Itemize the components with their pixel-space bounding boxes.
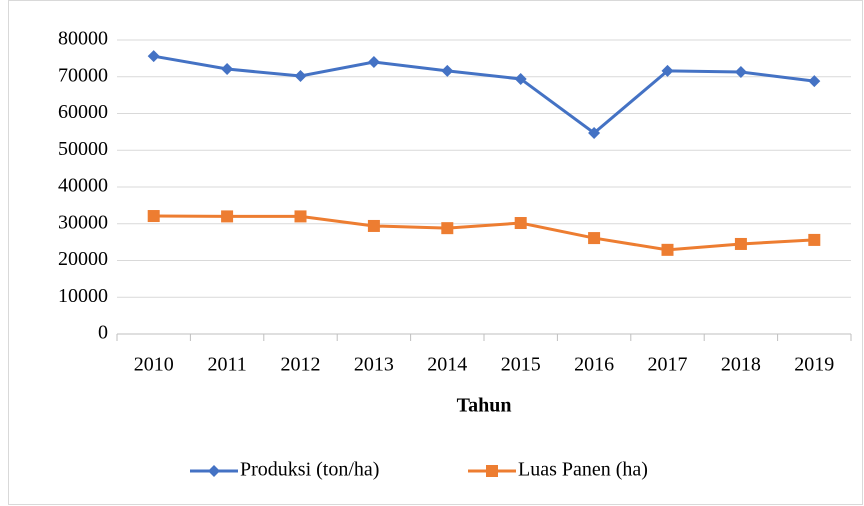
x-tick-label: 2016 xyxy=(574,354,614,376)
data-point xyxy=(514,72,527,85)
x-tick-label: 2013 xyxy=(354,354,394,376)
data-point xyxy=(441,64,454,77)
y-tick-label: 20000 xyxy=(58,248,108,270)
y-tick-label: 70000 xyxy=(58,64,108,86)
data-point xyxy=(588,232,601,245)
data-point xyxy=(588,126,601,139)
y-tick-label: 30000 xyxy=(58,211,108,233)
data-point xyxy=(661,64,674,77)
x-tick-label: 2015 xyxy=(501,354,541,376)
x-tick-label: 2012 xyxy=(281,354,321,376)
data-point xyxy=(808,233,821,246)
legend-label: Luas Panen (ha) xyxy=(518,459,648,481)
data-point xyxy=(367,219,380,232)
data-point xyxy=(147,210,160,223)
data-point xyxy=(734,65,747,78)
data-point xyxy=(221,210,234,223)
data-point xyxy=(147,50,160,63)
y-tick-label: 40000 xyxy=(58,175,108,197)
data-point xyxy=(441,222,454,235)
y-tick-label: 0 xyxy=(98,322,108,344)
data-point xyxy=(221,63,234,76)
chart-border xyxy=(8,0,863,505)
data-point xyxy=(367,56,380,69)
series-line xyxy=(153,54,815,135)
data-point xyxy=(514,217,527,230)
x-tick-label: 2018 xyxy=(721,354,761,376)
series-line xyxy=(153,214,815,252)
data-point xyxy=(294,210,307,223)
x-tick-label: 2019 xyxy=(794,354,834,376)
legend-label: Produksi (ton/ha) xyxy=(240,459,379,481)
x-tick-label: 2014 xyxy=(427,354,467,376)
data-point xyxy=(294,70,307,83)
x-axis-label: Tahun xyxy=(457,395,512,417)
y-tick-label: 60000 xyxy=(58,101,108,123)
data-point xyxy=(661,243,674,256)
y-tick-label: 10000 xyxy=(58,285,108,307)
x-tick-label: 2010 xyxy=(134,354,174,376)
legend-marker xyxy=(208,465,220,477)
x-tick-label: 2017 xyxy=(648,354,688,376)
data-point xyxy=(734,237,747,250)
data-point xyxy=(808,75,821,88)
legend-marker xyxy=(486,465,498,477)
x-tick-label: 2011 xyxy=(207,354,246,376)
y-tick-label: 80000 xyxy=(58,28,108,50)
y-tick-label: 50000 xyxy=(58,138,108,160)
